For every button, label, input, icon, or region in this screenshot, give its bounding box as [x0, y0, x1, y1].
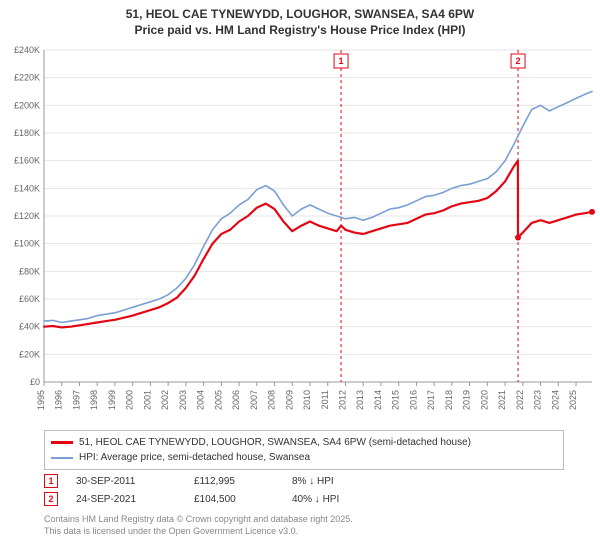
- svg-text:2001: 2001: [142, 390, 152, 410]
- svg-text:1998: 1998: [89, 390, 99, 410]
- svg-text:1999: 1999: [107, 390, 117, 410]
- svg-text:2007: 2007: [249, 390, 259, 410]
- chart-svg: £0 £20K £40K £60K £80K £100K £120K £140K £160K £1…: [0, 42, 600, 422]
- svg-text:2013: 2013: [355, 390, 365, 410]
- transaction-price: £104,500: [194, 494, 274, 505]
- svg-text:2024: 2024: [550, 390, 560, 410]
- svg-text:£240K: £240K: [14, 45, 40, 55]
- svg-text:2012: 2012: [337, 390, 347, 410]
- svg-text:2023: 2023: [533, 390, 543, 410]
- svg-text:2004: 2004: [196, 390, 206, 410]
- transaction-table: 1 30-SEP-2011 £112,995 8% ↓ HPI 2 24-SEP-2021…: [44, 472, 564, 508]
- svg-text:2002: 2002: [160, 390, 170, 410]
- svg-text:£100K: £100K: [14, 239, 40, 249]
- svg-text:2014: 2014: [373, 390, 383, 410]
- svg-text:2020: 2020: [479, 390, 489, 410]
- copyright-line-1: Contains HM Land Registry data © Crown c…: [44, 514, 564, 526]
- title-block: 51, HEOL CAE TYNEWYDD, LOUGHOR, SWANSEA,…: [0, 0, 600, 40]
- svg-text:£160K: £160K: [14, 156, 40, 166]
- svg-text:£220K: £220K: [14, 73, 40, 83]
- svg-text:2017: 2017: [426, 390, 436, 410]
- legend-label: 51, HEOL CAE TYNEWYDD, LOUGHOR, SWANSEA,…: [79, 435, 471, 450]
- svg-text:2019: 2019: [462, 390, 472, 410]
- legend-swatch: [51, 457, 73, 459]
- svg-text:£40K: £40K: [19, 322, 40, 332]
- svg-text:2005: 2005: [213, 390, 223, 410]
- legend-row: 51, HEOL CAE TYNEWYDD, LOUGHOR, SWANSEA,…: [51, 435, 557, 450]
- transaction-row: 1 30-SEP-2011 £112,995 8% ↓ HPI: [44, 472, 564, 490]
- svg-text:1996: 1996: [54, 390, 64, 410]
- svg-text:£180K: £180K: [14, 128, 40, 138]
- svg-text:2: 2: [516, 56, 521, 66]
- svg-text:1995: 1995: [36, 390, 46, 410]
- legend-label: HPI: Average price, semi-detached house,…: [79, 450, 310, 465]
- svg-text:2021: 2021: [497, 390, 507, 410]
- svg-text:2016: 2016: [408, 390, 418, 410]
- transaction-price: £112,995: [194, 476, 274, 487]
- svg-text:£60K: £60K: [19, 294, 40, 304]
- svg-text:2009: 2009: [284, 390, 294, 410]
- svg-text:1997: 1997: [71, 390, 81, 410]
- transaction-date: 30-SEP-2011: [76, 476, 176, 487]
- legend-box: 51, HEOL CAE TYNEWYDD, LOUGHOR, SWANSEA,…: [44, 430, 564, 470]
- transaction-badge: 2: [44, 492, 58, 506]
- transaction-diff: 8% ↓ HPI: [292, 476, 382, 487]
- svg-text:£0: £0: [30, 377, 40, 387]
- svg-text:2010: 2010: [302, 390, 312, 410]
- svg-text:2006: 2006: [231, 390, 241, 410]
- svg-text:2022: 2022: [515, 390, 525, 410]
- svg-text:2008: 2008: [267, 390, 277, 410]
- chart-container: 51, HEOL CAE TYNEWYDD, LOUGHOR, SWANSEA,…: [0, 0, 600, 560]
- svg-text:2018: 2018: [444, 390, 454, 410]
- copyright-block: Contains HM Land Registry data © Crown c…: [44, 514, 564, 537]
- legend-swatch: [51, 441, 73, 444]
- svg-text:£140K: £140K: [14, 183, 40, 193]
- svg-text:1: 1: [339, 56, 344, 66]
- title-line-2: Price paid vs. HM Land Registry's House …: [0, 22, 600, 38]
- transaction-row: 2 24-SEP-2021 £104,500 40% ↓ HPI: [44, 490, 564, 508]
- svg-text:2000: 2000: [125, 390, 135, 410]
- svg-text:2015: 2015: [391, 390, 401, 410]
- svg-text:£80K: £80K: [19, 266, 40, 276]
- legend-row: HPI: Average price, semi-detached house,…: [51, 450, 557, 465]
- transaction-date: 24-SEP-2021: [76, 494, 176, 505]
- svg-text:2003: 2003: [178, 390, 188, 410]
- chart-area: £0 £20K £40K £60K £80K £100K £120K £140K £160K £1…: [0, 42, 600, 422]
- title-line-1: 51, HEOL CAE TYNEWYDD, LOUGHOR, SWANSEA,…: [0, 6, 600, 22]
- svg-text:£20K: £20K: [19, 349, 40, 359]
- svg-text:£200K: £200K: [14, 100, 40, 110]
- svg-text:£120K: £120K: [14, 211, 40, 221]
- copyright-line-2: This data is licensed under the Open Gov…: [44, 526, 564, 538]
- svg-text:2025: 2025: [568, 390, 578, 410]
- transaction-badge: 1: [44, 474, 58, 488]
- transaction-diff: 40% ↓ HPI: [292, 494, 382, 505]
- svg-text:2011: 2011: [320, 390, 330, 409]
